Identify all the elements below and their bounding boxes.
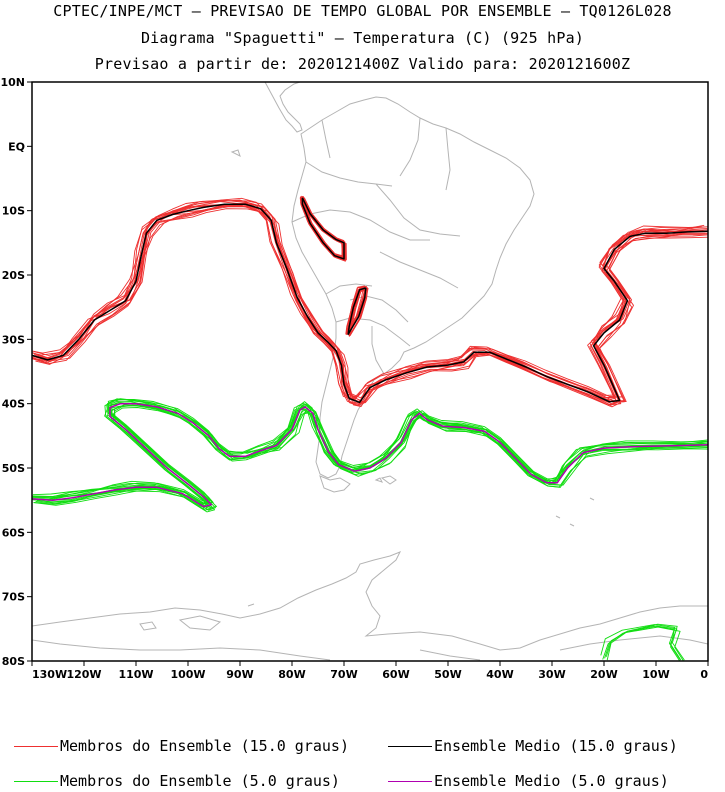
map-frame — [31, 81, 709, 662]
lon-label: 70W — [330, 668, 357, 681]
lon-label: 130W — [32, 668, 67, 681]
map-panel: 10N EQ 10S 20S 30S 40S 50S 60S 70S 80S 130W 120W 110… — [0, 76, 709, 681]
lat-label: 20S — [2, 269, 25, 282]
lon-label: 30W — [538, 668, 565, 681]
legend-label-mean-15: Ensemble Medio (15.0 graus) — [434, 737, 678, 755]
lon-label: 20W — [590, 668, 617, 681]
lon-label: 80W — [278, 668, 305, 681]
ensemble-member-15-line — [36, 206, 708, 405]
tierra-del-fuego — [319, 475, 351, 493]
lon-label: 90W — [226, 668, 253, 681]
ensemble-member-5-line — [32, 398, 708, 502]
ensemble-member-15-line — [302, 195, 345, 257]
ensemble-member-15-line — [33, 200, 708, 399]
lon-label: 40W — [486, 668, 513, 681]
ensemble-member-15-line — [32, 197, 705, 398]
central-america-coast — [264, 82, 303, 133]
lat-label: 10S — [2, 205, 25, 218]
legend-swatch-members-5 — [14, 780, 58, 782]
ensemble-member-15-line — [32, 204, 706, 406]
lon-label: 10W — [642, 668, 669, 681]
map-title-line1: CPTEC/INPE/MCT – PREVISAO DE TEMPO GLOBA… — [53, 2, 672, 20]
ensemble-member-5-line — [32, 399, 707, 504]
lat-label: 80S — [2, 655, 25, 668]
lon-label: 120W — [66, 668, 101, 681]
map-title-line2: Diagrama "Spaguetti" – Temperatura (C) (… — [140, 29, 585, 47]
ensemble-mean-15-line — [32, 203, 708, 404]
lon-label: 50W — [434, 668, 461, 681]
ensemble-member-5-line — [32, 404, 703, 508]
lat-label: 70S — [2, 591, 25, 604]
legend-swatch-members-15 — [14, 745, 58, 747]
legend-label-members-15: Membros do Ensemble (15.0 graus) — [60, 737, 349, 755]
legend-members-5: Membros do Ensemble (5.0 graus) — [14, 771, 340, 791]
legend-label-mean-5: Ensemble Medio (5.0 graus) — [434, 772, 669, 790]
ensemble-member-15-line — [346, 286, 364, 335]
ensemble-mean-5-line — [32, 402, 708, 508]
lon-label: 0 — [700, 668, 708, 681]
legend-members-15: Membros do Ensemble (15.0 graus) — [14, 736, 349, 756]
ensemble-member-5-line — [35, 405, 708, 511]
ensemble-member-15-line — [33, 203, 708, 404]
country-borders — [291, 117, 461, 375]
lon-label: 60W — [382, 668, 409, 681]
ensemble-member-15-line — [303, 197, 345, 259]
legend-label-members-5: Membros do Ensemble (5.0 graus) — [60, 772, 340, 790]
ensemble-member-15-line — [303, 197, 346, 259]
lat-label: 10N — [0, 76, 25, 89]
ensemble-member-5-line — [33, 407, 708, 513]
ensemble-member-15-line — [349, 287, 368, 336]
legend-mean-5: Ensemble Medio (5.0 graus) — [388, 771, 669, 791]
map-title-line3: Previsao a partir de: 2020121400Z Valido… — [94, 55, 631, 73]
legend-mean-15: Ensemble Medio (15.0 graus) — [388, 736, 678, 756]
lon-label: 100W — [170, 668, 205, 681]
ensemble-member-15-line — [35, 202, 708, 403]
ensemble-member-5-line — [606, 626, 685, 661]
lat-label: 40S — [2, 398, 25, 411]
ensemble-member-5-line — [602, 625, 681, 661]
coastline-layer — [32, 82, 708, 661]
lat-label: EQ — [8, 140, 25, 153]
legend-swatch-mean-5 — [388, 780, 432, 782]
lat-label: 60S — [2, 526, 25, 539]
lon-label: 110W — [118, 668, 153, 681]
ensemble-member-5-line — [600, 624, 681, 660]
lat-label: 50S — [2, 462, 25, 475]
south-america-coast — [291, 96, 535, 479]
ensemble-member-5-line — [33, 404, 708, 511]
ensemble-member-15-line — [35, 208, 708, 408]
lat-label: 30S — [2, 333, 25, 346]
ensemble-mean-15-line — [301, 197, 345, 260]
legend-swatch-mean-15 — [388, 745, 432, 747]
ensemble-member-5-line — [36, 403, 708, 509]
ensemble-mean-15-line — [347, 287, 367, 335]
antarctica-coast — [32, 551, 708, 651]
ensemble-member-15-line — [32, 205, 708, 406]
ensemble-member-5-line — [605, 623, 685, 661]
